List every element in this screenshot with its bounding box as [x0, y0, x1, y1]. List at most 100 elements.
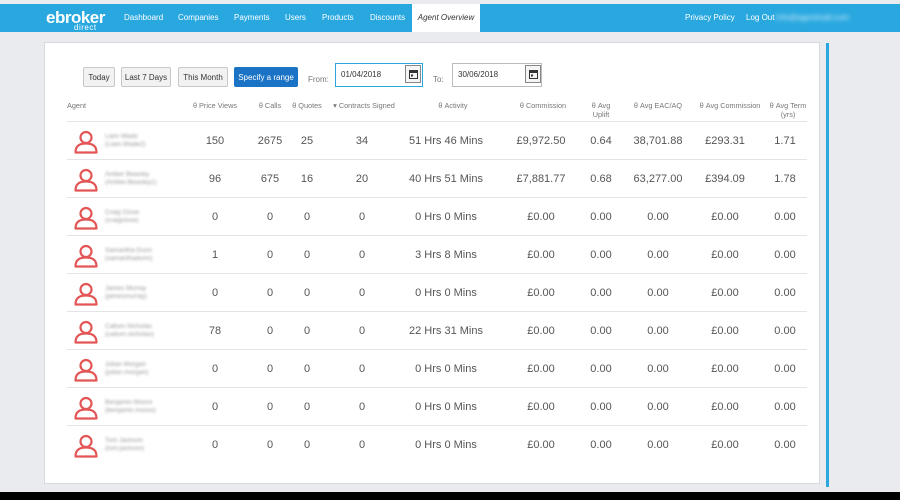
cell-activity: 0 Hrs 0 Mins: [415, 401, 477, 413]
cell-quotes: 0: [303, 439, 311, 451]
nav-companies[interactable]: Companies: [178, 13, 219, 22]
cell-contracts: 0: [358, 439, 366, 451]
cell-price-views: 0: [211, 363, 219, 375]
user-icon: [73, 282, 99, 306]
cell-contracts: 0: [358, 287, 366, 299]
from-calendar-button[interactable]: [405, 65, 421, 83]
cell-contracts: 0: [358, 401, 366, 413]
header-price-views[interactable]: θ Price Views: [192, 101, 238, 110]
header-contracts-signed[interactable]: ▾ Contracts Signed: [333, 101, 395, 110]
header-avg-term[interactable]: θ Avg Term (yrs): [769, 101, 807, 119]
cell-avg-commission: £293.31: [705, 135, 745, 147]
header-calls[interactable]: θ Calls: [258, 101, 282, 110]
cell-avg-term: 0.00: [774, 363, 796, 375]
calendar-icon: [529, 70, 538, 79]
agent-name: Benjamin Moore (benjamin.moore): [105, 399, 156, 414]
cell-avg-eac: 0.00: [647, 287, 669, 299]
nav-discounts[interactable]: Discounts: [370, 13, 406, 22]
cell-commission: £0.00: [527, 401, 555, 413]
cell-contracts: 0: [358, 211, 366, 223]
user-icon: [73, 320, 99, 344]
scroll-accent-bar: [826, 43, 829, 487]
cell-quotes: 16: [300, 173, 314, 185]
cell-contracts: 0: [358, 249, 366, 261]
agent-name: Liam Wade (Liam.Wade2): [105, 133, 146, 148]
cell-avg-commission: £0.00: [711, 325, 739, 337]
cell-avg-eac: 0.00: [647, 363, 669, 375]
cell-activity: 51 Hrs 46 Mins: [409, 135, 483, 147]
nav-dashboard[interactable]: Dashboard: [124, 13, 164, 22]
table-row: Liam Wade (Liam.Wade2) 150 2675 25 34 51 Hrs 4…: [67, 121, 807, 160]
cell-avg-eac: 0.00: [647, 325, 669, 337]
header-activity[interactable]: θ Activity: [438, 101, 468, 110]
cell-avg-uplift: 0.64: [590, 135, 612, 147]
nav-agent-overview[interactable]: Agent Overview: [412, 4, 480, 32]
cell-commission: £0.00: [527, 439, 555, 451]
table-row: Samantha Dunn (samanthadunn) 1 0 0 0 3 Hrs 8 M…: [67, 235, 807, 274]
cell-calls: 0: [266, 363, 274, 375]
nav-privacy-policy[interactable]: Privacy Policy: [685, 13, 735, 22]
cell-calls: 0: [266, 401, 274, 413]
cell-avg-uplift: 0.00: [590, 325, 612, 337]
cell-price-views: 78: [208, 325, 222, 337]
cell-avg-commission: £394.09: [705, 173, 745, 185]
table-row: Benjamin Moore (benjamin.moore) 0 0 0 0 0 Hrs …: [67, 387, 807, 426]
specify-range-button[interactable]: Specify a range: [234, 67, 298, 87]
cell-avg-eac: 63,277.00: [633, 173, 683, 185]
cell-calls: 0: [266, 325, 274, 337]
calendar-icon: [409, 70, 418, 79]
agent-overview-panel: Today Last 7 Days This Month Specify a r…: [44, 42, 820, 484]
from-label: From:: [308, 75, 329, 84]
cell-quotes: 0: [303, 401, 311, 413]
nav-log-out[interactable]: Log Out: [746, 13, 775, 22]
cell-price-views: 0: [211, 401, 219, 413]
cell-price-views: 0: [211, 211, 219, 223]
cell-avg-term: 0.00: [774, 249, 796, 261]
cell-commission: £7,881.77: [516, 173, 566, 185]
cell-commission: £0.00: [527, 325, 555, 337]
user-icon: [73, 130, 99, 154]
to-label: To:: [433, 75, 444, 84]
cell-avg-uplift: 0.00: [590, 439, 612, 451]
nav-users[interactable]: Users: [285, 13, 306, 22]
cell-avg-commission: £0.00: [711, 363, 739, 375]
header-quotes[interactable]: θ Quotes: [292, 101, 322, 110]
to-calendar-button[interactable]: [525, 65, 541, 83]
header-avg-uplift[interactable]: θ Avg Uplift: [591, 101, 611, 119]
header-avg-eac-aq[interactable]: θ Avg EAC/AQ: [633, 101, 683, 110]
cell-avg-uplift: 0.00: [590, 249, 612, 261]
user-icon: [73, 206, 99, 230]
nav-payments[interactable]: Payments: [234, 13, 270, 22]
user-icon: [73, 358, 99, 382]
cell-quotes: 0: [303, 287, 311, 299]
today-button[interactable]: Today: [83, 67, 115, 87]
header-agent: Agent: [67, 101, 87, 110]
cell-activity: 0 Hrs 0 Mins: [415, 439, 477, 451]
nav-products[interactable]: Products: [322, 13, 354, 22]
cell-activity: 3 Hrs 8 Mins: [415, 249, 477, 261]
cell-avg-uplift: 0.00: [590, 401, 612, 413]
agent-name: Samantha Dunn (samanthadunn): [105, 247, 153, 262]
header-avg-commission[interactable]: θ Avg Commission: [699, 101, 761, 110]
cell-commission: £9,972.50: [516, 135, 566, 147]
cell-commission: £0.00: [527, 287, 555, 299]
cell-avg-eac: 0.00: [647, 439, 669, 451]
cell-avg-term: 0.00: [774, 325, 796, 337]
cell-calls: 675: [260, 173, 280, 185]
agent-name: Callum Nicholas (callum.nicholas): [105, 323, 154, 338]
cell-avg-uplift: 0.00: [590, 211, 612, 223]
cell-price-views: 1: [211, 249, 219, 261]
cell-avg-uplift: 0.00: [590, 363, 612, 375]
brand-logo[interactable]: ebroker direct: [46, 8, 105, 32]
last-7-days-button[interactable]: Last 7 Days: [121, 67, 171, 87]
cell-activity: 0 Hrs 0 Mins: [415, 287, 477, 299]
table-row: Tom Jackson (tom.jackson) 0 0 0 0 0 Hrs 0 Mins…: [67, 425, 807, 464]
table-row: Julian Morgan (julian.morgan) 0 0 0 0 0 Hrs 0 …: [67, 349, 807, 388]
this-month-button[interactable]: This Month: [178, 67, 228, 87]
cell-activity: 0 Hrs 0 Mins: [415, 363, 477, 375]
user-icon: [73, 244, 99, 268]
header-commission[interactable]: θ Commission: [519, 101, 567, 110]
cell-price-views: 0: [211, 439, 219, 451]
cell-avg-term: 1.78: [774, 173, 796, 185]
cell-quotes: 0: [303, 325, 311, 337]
